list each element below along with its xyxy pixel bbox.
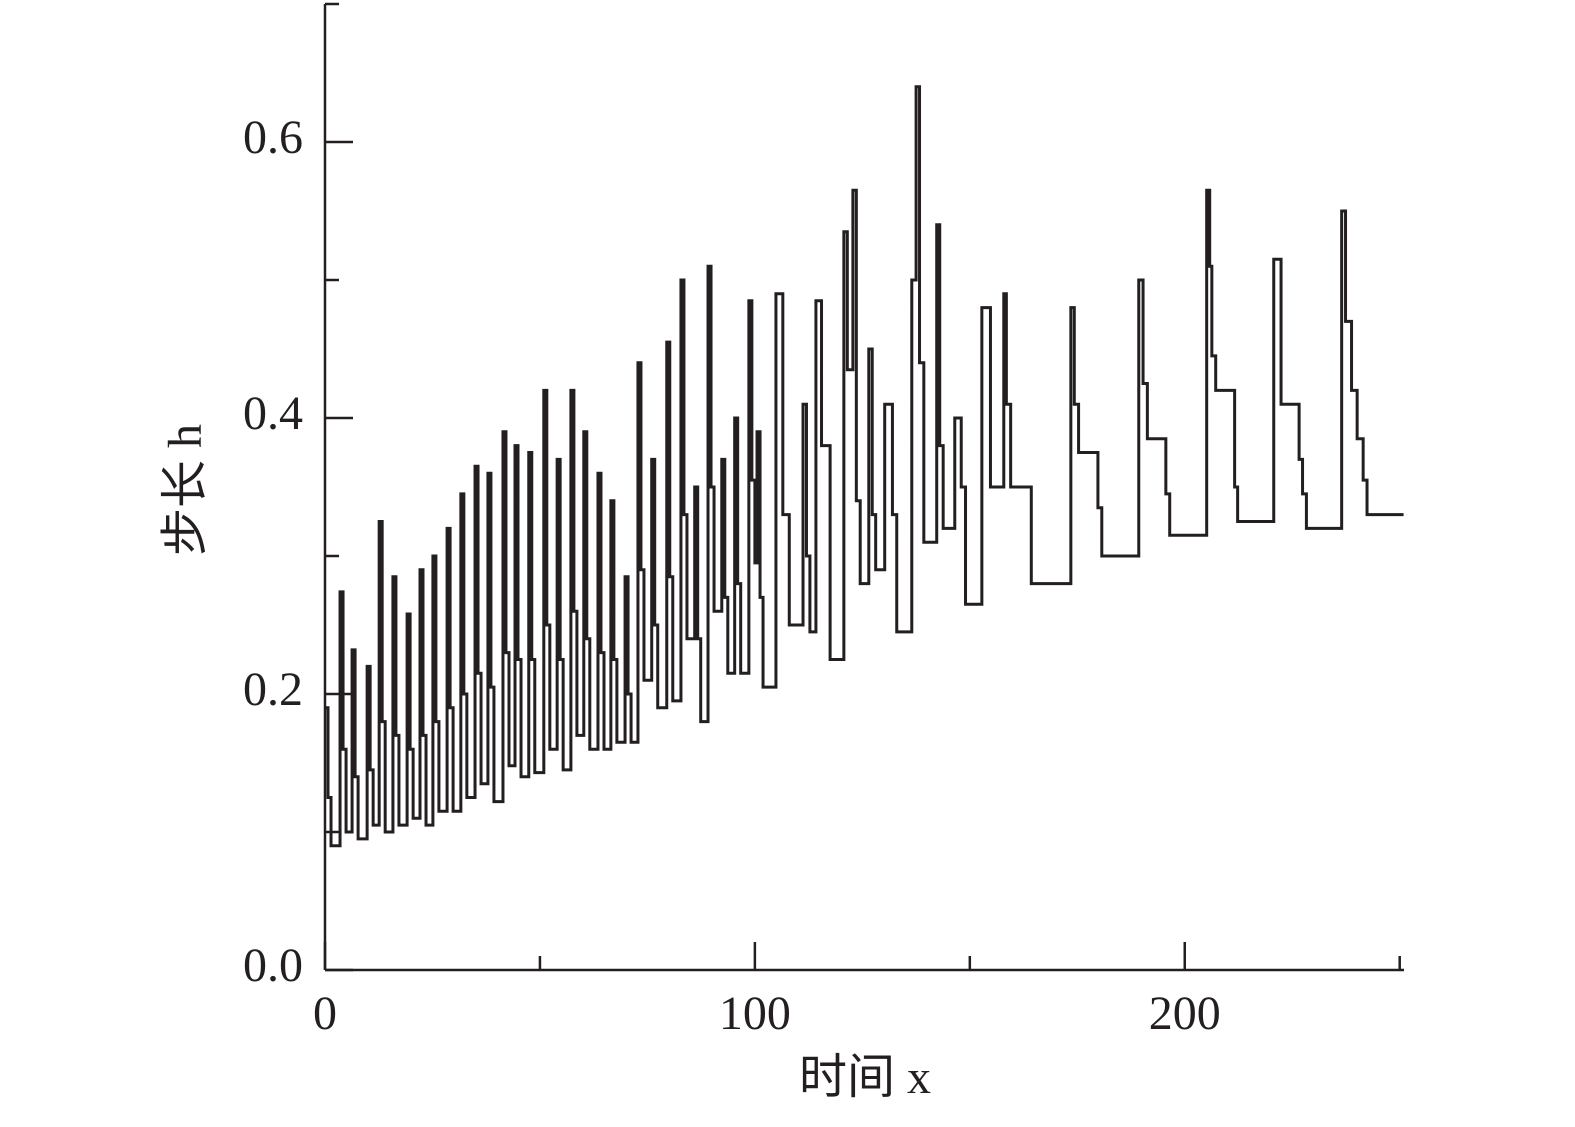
y-tick-label: 0.6	[243, 111, 303, 164]
y-tick-label: 0.0	[243, 939, 303, 992]
x-tick-label: 100	[719, 987, 791, 1040]
y-tick-label: 0.2	[243, 663, 303, 716]
x-tick-label: 0	[313, 987, 337, 1040]
x-axis-label: 时间 x	[799, 1051, 931, 1104]
y-axis-label: 步长 h	[159, 424, 212, 556]
y-tick-label: 0.4	[243, 387, 303, 440]
step-line	[325, 85, 1404, 848]
x-tick-label: 200	[1149, 987, 1221, 1040]
